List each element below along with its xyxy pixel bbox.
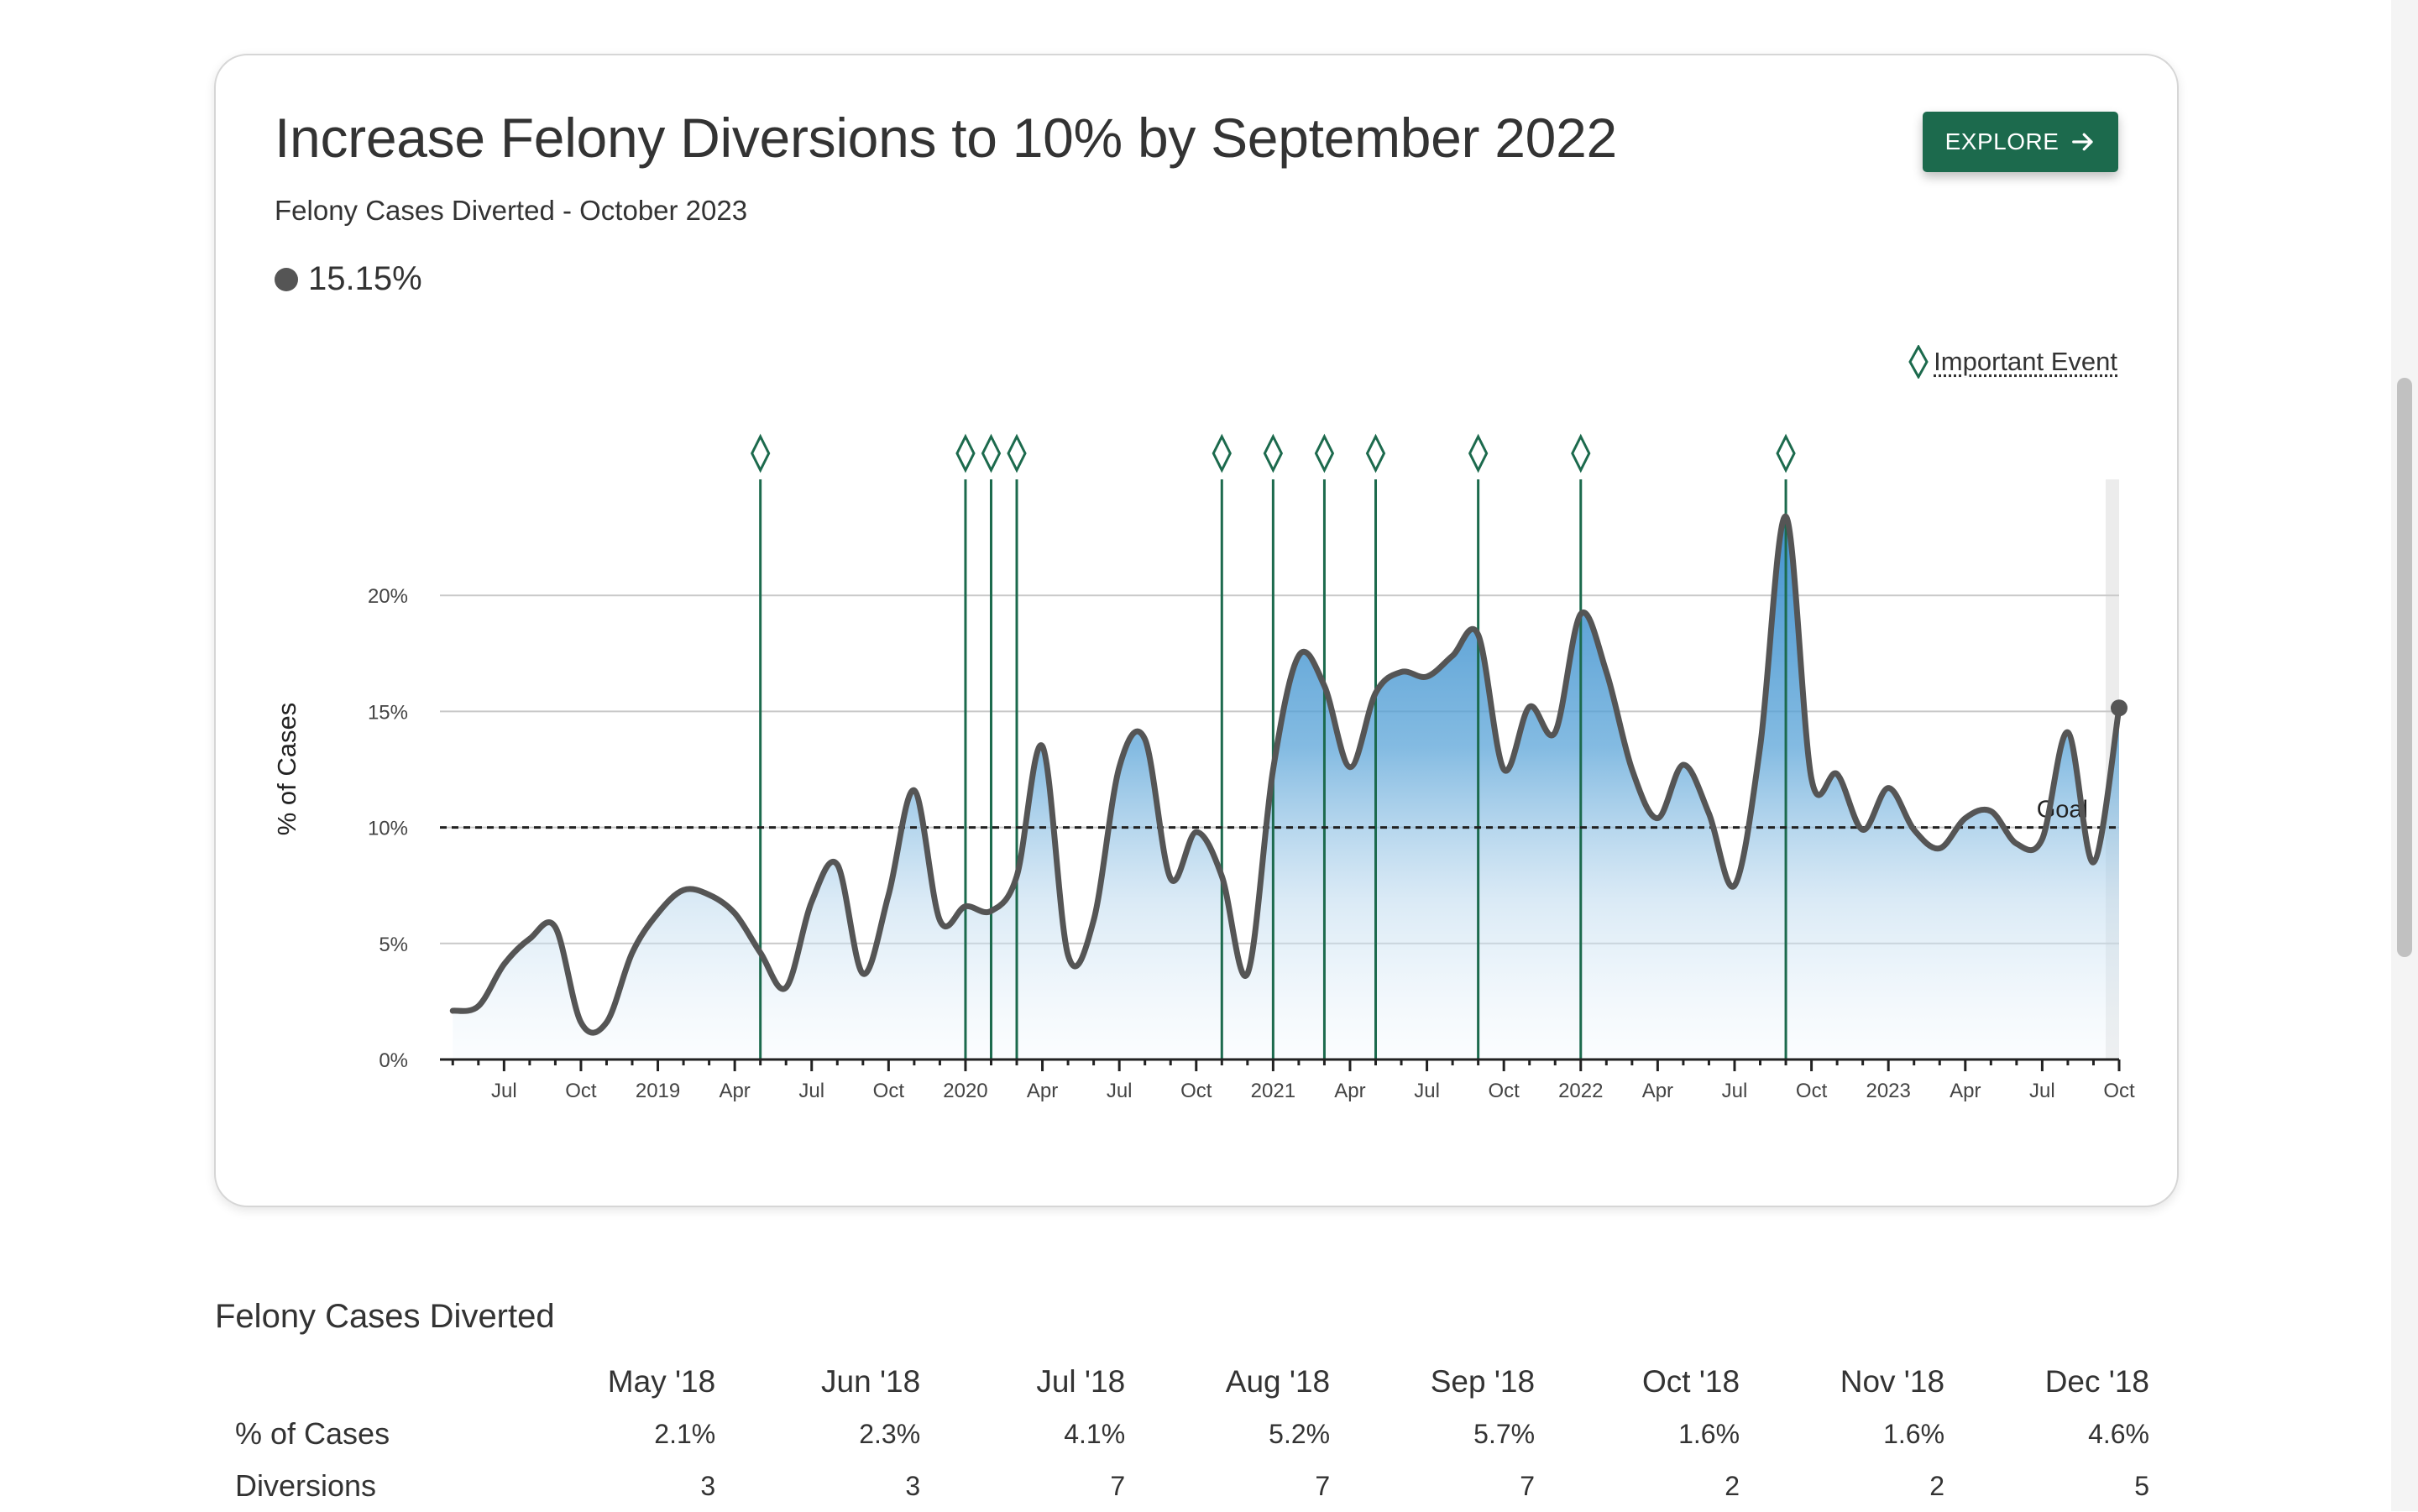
table-cell: 3 xyxy=(510,1460,715,1512)
y-tick-label: 0% xyxy=(379,1049,408,1072)
column-header: Nov '18 xyxy=(1740,1356,1944,1408)
event-diamond-icon xyxy=(1264,437,1281,470)
table-cell: 4.6% xyxy=(1944,1408,2149,1460)
x-tick-label: Jul xyxy=(1722,1080,1748,1102)
event-diamond-icon xyxy=(957,437,974,470)
column-header: Jun '18 xyxy=(715,1356,920,1408)
table-cell: 2.1% xyxy=(510,1408,715,1460)
y-tick-label: 5% xyxy=(379,934,408,956)
page-scrollbar-thumb[interactable] xyxy=(2397,378,2412,957)
x-tick-label: 2023 xyxy=(1866,1080,1910,1102)
y-tick-label: 15% xyxy=(368,701,408,724)
x-tick-label: Jul xyxy=(798,1080,824,1102)
table-cell: 5.7% xyxy=(1330,1408,1535,1460)
event-diamond-icon xyxy=(1470,437,1487,470)
table-corner xyxy=(235,1356,510,1408)
table-cell: 7 xyxy=(1330,1460,1535,1512)
table-cell: 3 xyxy=(715,1460,920,1512)
x-tick-label: 2021 xyxy=(1251,1080,1295,1102)
column-header: Sep '18 xyxy=(1330,1356,1535,1408)
x-tick-label: Jul xyxy=(1414,1080,1440,1102)
event-diamond-icon xyxy=(1316,437,1332,470)
row-label: % of Cases xyxy=(235,1408,510,1460)
data-table: May '18 Jun '18 Jul '18 Aug '18 Sep '18 … xyxy=(235,1356,2149,1512)
table-cell: 5.2% xyxy=(1125,1408,1330,1460)
event-diamond-icon xyxy=(1213,437,1230,470)
table-cell: 2 xyxy=(1535,1460,1740,1512)
x-tick-label: Apr xyxy=(1027,1080,1058,1102)
table-row: Diversions 3 3 7 7 7 2 2 5 xyxy=(235,1460,2149,1512)
x-tick-label: Oct xyxy=(2103,1080,2135,1102)
table-cell: 1.6% xyxy=(1740,1408,1944,1460)
column-header: Aug '18 xyxy=(1125,1356,1330,1408)
column-header: May '18 xyxy=(510,1356,715,1408)
table-cell: 2.3% xyxy=(715,1408,920,1460)
x-tick-label: Apr xyxy=(1334,1080,1365,1102)
x-tick-label: Apr xyxy=(1950,1080,1981,1102)
event-diamond-icon xyxy=(1368,437,1384,470)
event-diamond-icon xyxy=(982,437,999,470)
column-header: Dec '18 xyxy=(1944,1356,2149,1408)
x-tick-label: Oct xyxy=(1796,1080,1828,1102)
table-cell: 1.6% xyxy=(1535,1408,1740,1460)
y-axis-label: % of Cases xyxy=(272,703,301,836)
x-tick-label: Oct xyxy=(1489,1080,1520,1102)
table-cell: 5 xyxy=(1944,1460,2149,1512)
column-header: Jul '18 xyxy=(920,1356,1125,1408)
series-area xyxy=(453,516,2119,1059)
event-diamond-icon xyxy=(752,437,769,470)
y-tick-label: 20% xyxy=(368,585,408,608)
x-tick-label: Oct xyxy=(565,1080,597,1102)
current-point xyxy=(2111,699,2128,716)
event-diamond-icon xyxy=(1777,437,1794,470)
x-tick-label: Jul xyxy=(2029,1080,2055,1102)
event-diamond-icon xyxy=(1573,437,1589,470)
x-tick-label: 2019 xyxy=(636,1080,680,1102)
column-header: Oct '18 xyxy=(1535,1356,1740,1408)
row-label: Diversions xyxy=(235,1460,510,1512)
table-cell: 2 xyxy=(1740,1460,1944,1512)
table-cell: 7 xyxy=(920,1460,1125,1512)
table-cell: 7 xyxy=(1125,1460,1330,1512)
table-title: Felony Cases Diverted xyxy=(215,1298,555,1336)
x-tick-label: Jul xyxy=(1107,1080,1133,1102)
table-header-row: May '18 Jun '18 Jul '18 Aug '18 Sep '18 … xyxy=(235,1356,2149,1408)
x-tick-label: Apr xyxy=(719,1080,750,1102)
x-tick-label: 2022 xyxy=(1558,1080,1603,1102)
x-tick-label: Oct xyxy=(873,1080,905,1102)
x-tick-label: Jul xyxy=(491,1080,517,1102)
y-tick-label: 10% xyxy=(368,818,408,840)
x-tick-label: Apr xyxy=(1642,1080,1673,1102)
table-cell: 4.1% xyxy=(920,1408,1125,1460)
event-diamond-icon xyxy=(1008,437,1025,470)
x-tick-label: 2020 xyxy=(943,1080,987,1102)
x-tick-label: Oct xyxy=(1180,1080,1212,1102)
table-row: % of Cases 2.1% 2.3% 4.1% 5.2% 5.7% 1.6%… xyxy=(235,1408,2149,1460)
